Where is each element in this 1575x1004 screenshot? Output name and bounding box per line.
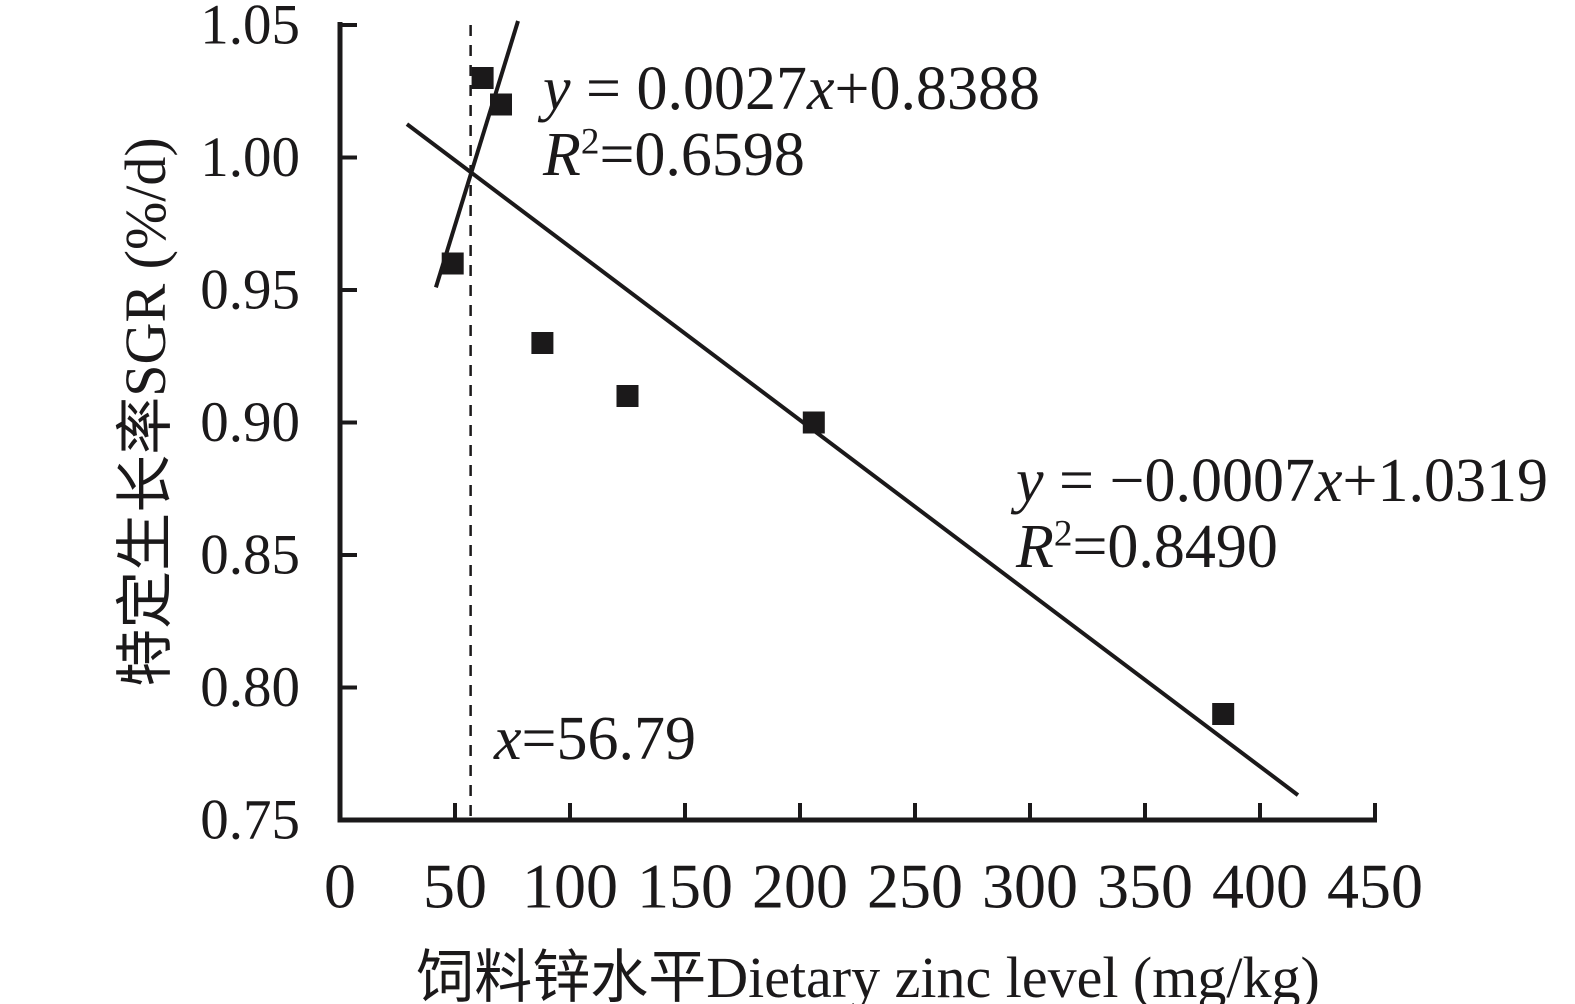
y-tick-label: 1.05 <box>200 0 300 57</box>
x-axis-title: 饲料锌水平Dietary zinc level (mg/kg) <box>416 945 1320 1004</box>
annotation-text-segment: =56.79 <box>521 705 696 773</box>
y-axis-title: 特定生长率SGR (%/d) <box>113 137 178 687</box>
y-tick-label: 0.90 <box>200 391 300 454</box>
regression-equation-descending: y = −0.0007x+1.0319 <box>1016 448 1548 514</box>
annotation-text-segment: 2 <box>1053 513 1073 555</box>
annotation-text-segment: x <box>494 705 522 773</box>
regression-r2-descending: R2=0.8490 <box>1016 514 1548 580</box>
y-tick-label: 1.00 <box>200 126 300 189</box>
x-tick-label: 200 <box>752 851 848 922</box>
data-point-marker <box>616 385 639 407</box>
regression-annotation-descending: y = −0.0007x+1.0319 R2=0.8490 <box>1016 448 1548 580</box>
x-tick-label: 150 <box>637 851 733 922</box>
data-point-marker <box>471 67 494 89</box>
annotation-text-segment: x <box>1314 447 1343 515</box>
annotation-text-segment: =0.6598 <box>599 121 805 189</box>
regression-equation-ascending: y = 0.0027x+0.8388 <box>543 56 1040 122</box>
y-tick-label: 0.80 <box>200 656 300 719</box>
regression-line-descending <box>405 122 1300 797</box>
data-point-marker <box>1212 703 1235 725</box>
annotation-text-segment: R <box>1016 513 1054 581</box>
data-point-marker <box>490 93 512 116</box>
annotation-text-segment: =0.8490 <box>1072 513 1278 581</box>
annotation-text-segment: 2 <box>580 121 600 163</box>
x-tick-label: 300 <box>982 851 1078 922</box>
annotation-text-segment: = −0.0007 <box>1043 447 1315 515</box>
x-tick-label: 400 <box>1212 851 1308 922</box>
y-tick-label: 0.95 <box>200 259 300 322</box>
annotation-text-segment: y <box>1016 447 1044 515</box>
regression-annotation-ascending: y = 0.0027x+0.8388 R2=0.6598 <box>543 56 1040 188</box>
annotation-text-segment: +1.0319 <box>1342 447 1548 515</box>
y-tick-label: 0.75 <box>200 789 300 852</box>
data-point-marker <box>441 252 464 275</box>
annotation-text-segment: y <box>543 55 571 123</box>
annotation-text-segment: +0.8388 <box>834 55 1040 123</box>
annotation-text-segment: x <box>807 55 835 123</box>
x-tick-label: 250 <box>867 851 963 922</box>
x-tick-label: 50 <box>423 851 487 922</box>
breakpoint-label: x=56.79 <box>494 706 696 772</box>
regression-line-ascending <box>433 20 520 288</box>
x-tick-label: 100 <box>522 851 618 922</box>
data-point-marker <box>531 332 554 354</box>
annotation-text-segment: R <box>543 121 581 189</box>
x-tick-label: 350 <box>1097 851 1193 922</box>
x-tick-label: 450 <box>1327 851 1423 922</box>
data-point-marker <box>802 411 825 434</box>
annotation-text-segment: = 0.0027 <box>570 55 807 123</box>
regression-r2-ascending: R2=0.6598 <box>543 122 1040 188</box>
y-tick-label: 0.85 <box>200 524 300 587</box>
x-tick-label: 0 <box>324 851 356 922</box>
